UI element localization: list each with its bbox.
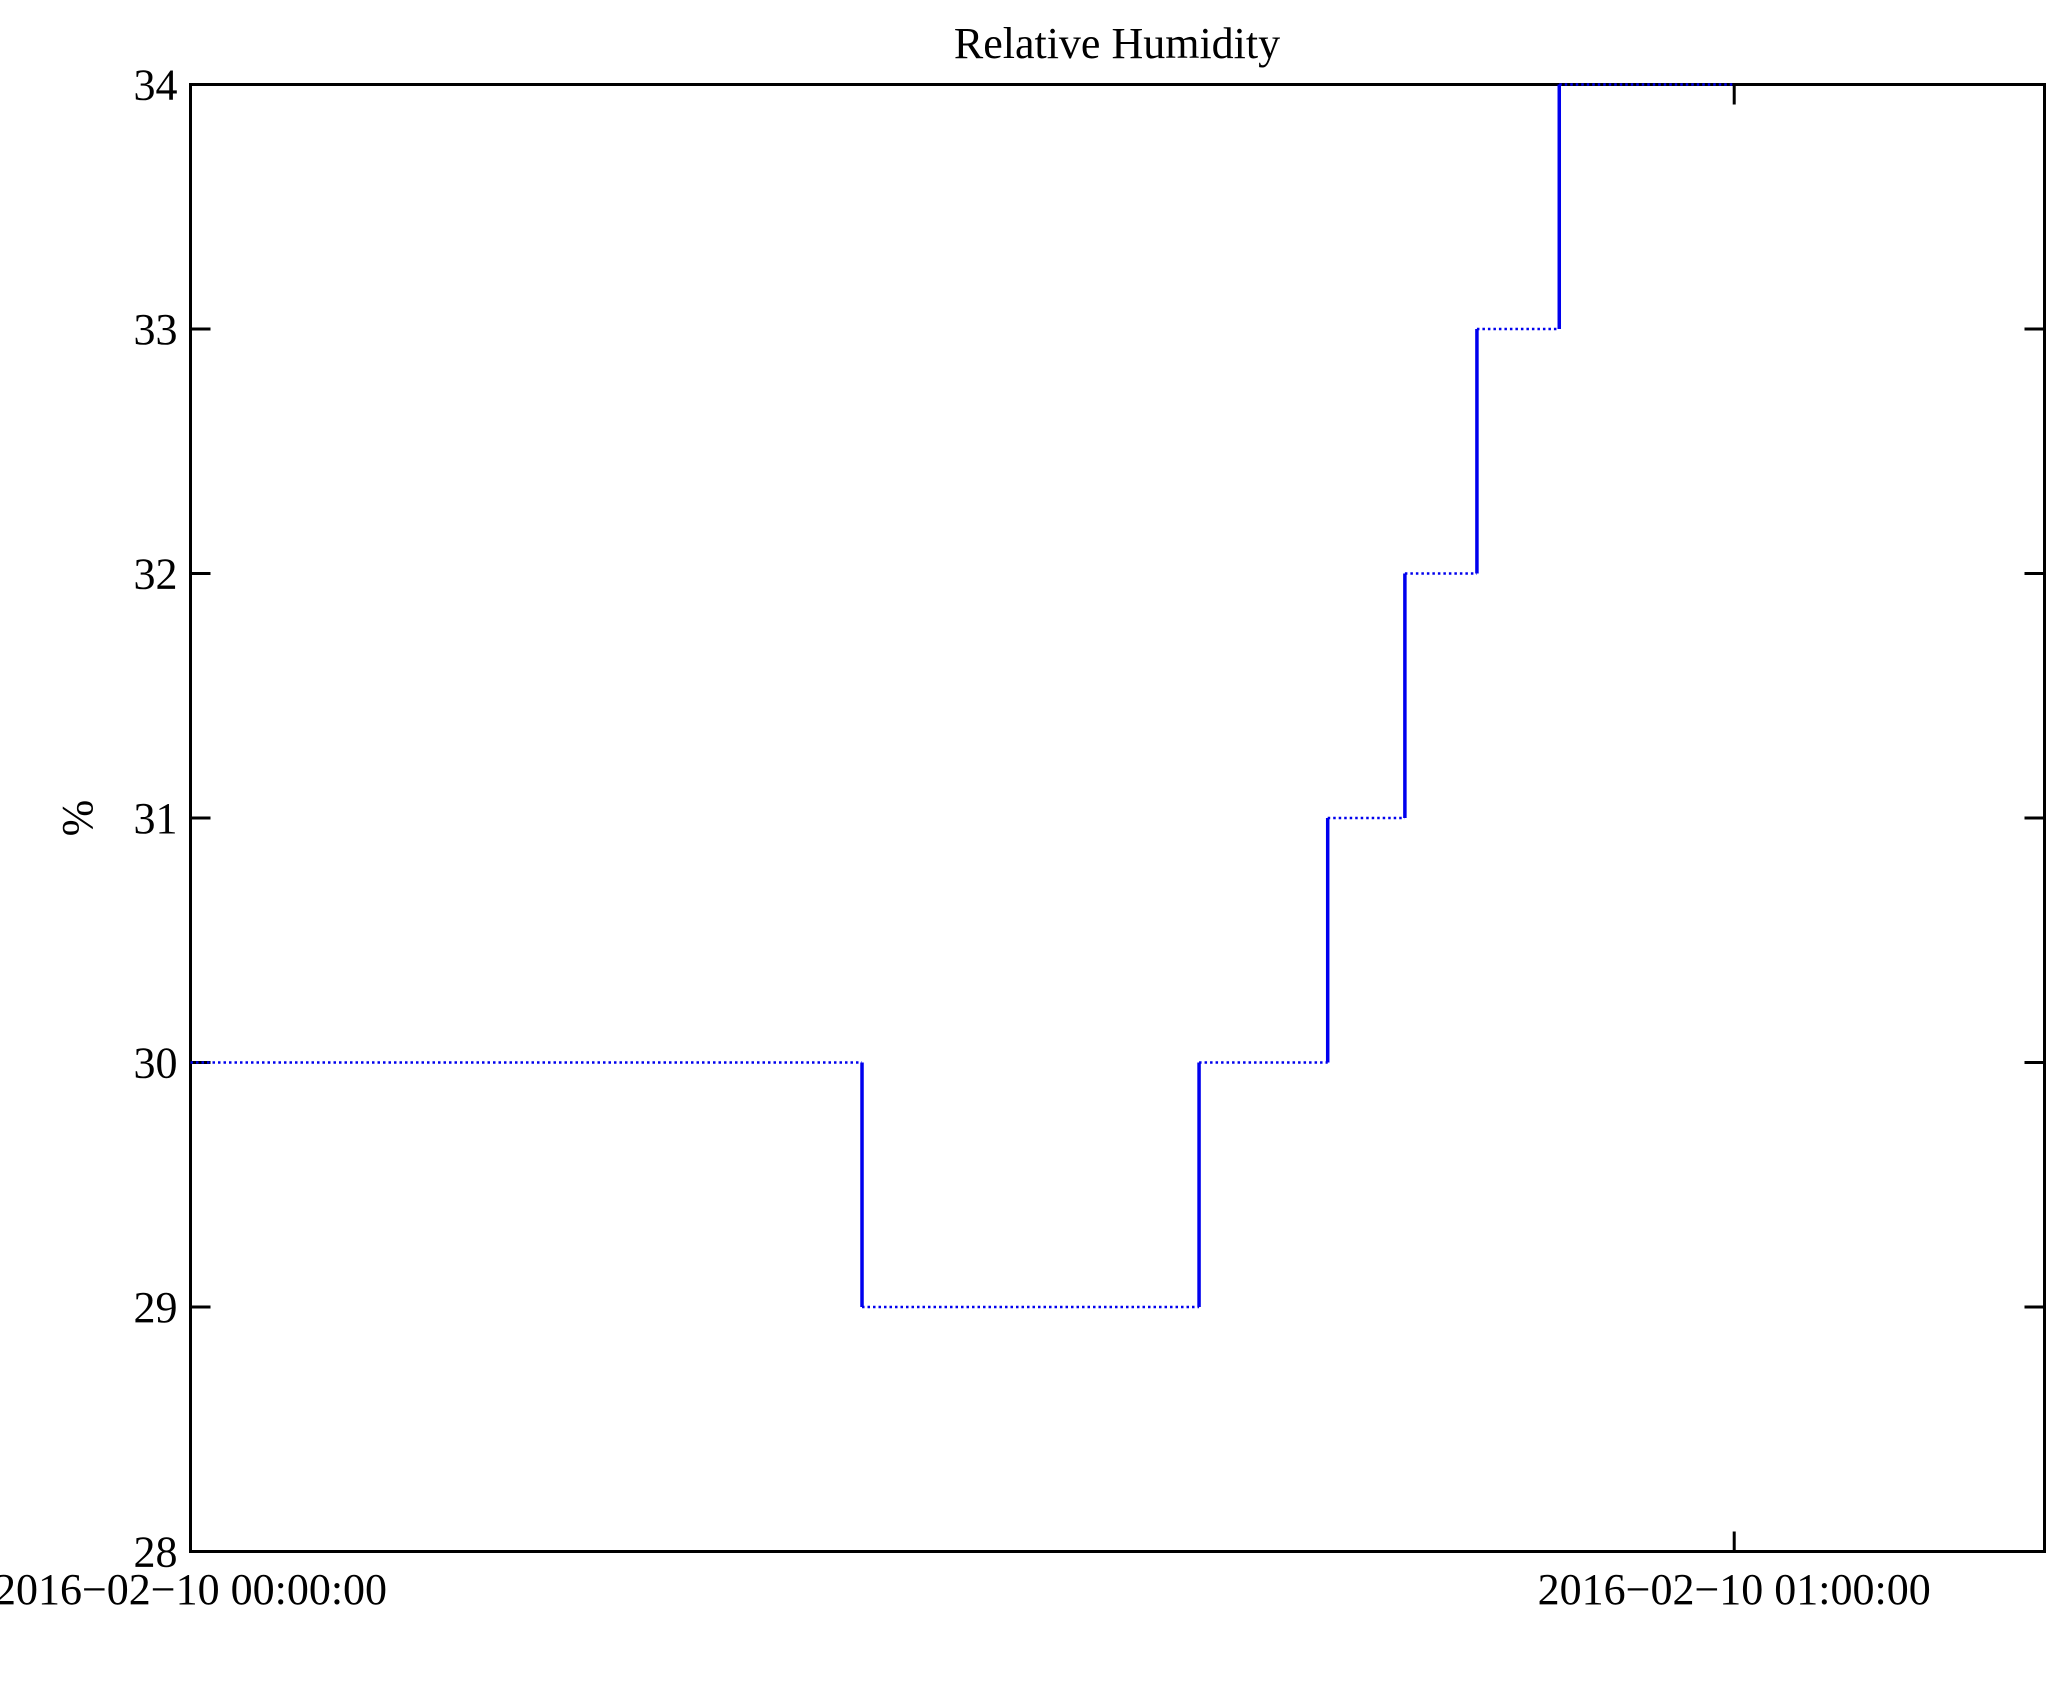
plot-area: 28 29 30 31 32 33 34 2016−02−10 00:00:00 2016−02… bbox=[0, 61, 2046, 1614]
y-tick-label: 28 bbox=[134, 1528, 178, 1577]
chart-title: Relative Humidity bbox=[954, 19, 1280, 68]
y-tick-label: 30 bbox=[134, 1039, 178, 1088]
y-tick-label: 29 bbox=[134, 1283, 178, 1332]
axes-border bbox=[189, 83, 2046, 1553]
y-axis-label: % bbox=[53, 800, 102, 837]
x-tick-label: 2016−02−10 01:00:00 bbox=[1538, 1565, 1931, 1614]
y-tick-label: 31 bbox=[134, 794, 178, 843]
y-tick-label: 33 bbox=[134, 305, 178, 354]
x-tick-label: 2016−02−10 00:00:00 bbox=[0, 1565, 387, 1614]
y-tick-label: 32 bbox=[134, 550, 178, 599]
y-tick-label: 34 bbox=[134, 61, 178, 110]
